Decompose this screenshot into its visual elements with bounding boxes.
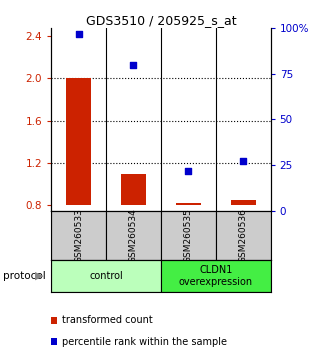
Text: transformed count: transformed count [62, 315, 153, 325]
Bar [176, 203, 201, 205]
Text: GSM260536: GSM260536 [239, 208, 248, 263]
Point [241, 159, 246, 164]
Text: percentile rank within the sample: percentile rank within the sample [62, 337, 227, 347]
Bar [51, 260, 161, 292]
Text: GSM260533: GSM260533 [74, 208, 83, 263]
Text: control: control [89, 271, 123, 281]
Point [76, 31, 81, 36]
Bar [216, 211, 271, 260]
Point [186, 168, 191, 173]
Text: ▶: ▶ [35, 271, 44, 281]
Text: GSM260534: GSM260534 [129, 208, 138, 263]
Bar [161, 211, 216, 260]
Text: protocol: protocol [3, 271, 46, 281]
Text: GSM260535: GSM260535 [184, 208, 193, 263]
Bar [106, 211, 161, 260]
Bar [66, 78, 91, 205]
Title: GDS3510 / 205925_s_at: GDS3510 / 205925_s_at [85, 14, 236, 27]
Text: CLDN1
overexpression: CLDN1 overexpression [179, 265, 253, 287]
Bar [161, 260, 271, 292]
Bar [51, 211, 106, 260]
Bar [231, 200, 255, 205]
Point [131, 62, 136, 68]
Bar [121, 173, 146, 205]
